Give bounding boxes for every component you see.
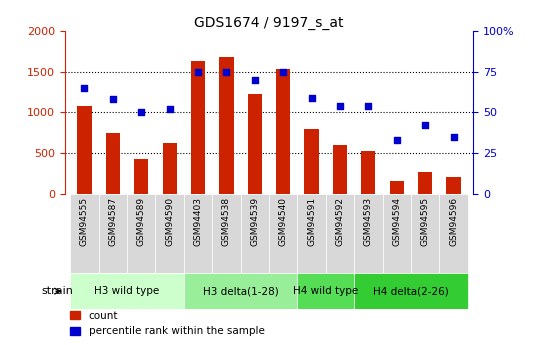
Bar <box>333 145 347 194</box>
Point <box>393 137 401 143</box>
Bar <box>298 273 354 309</box>
Point <box>449 134 458 139</box>
Point <box>421 122 429 128</box>
Text: GSM94539: GSM94539 <box>250 197 259 246</box>
Bar <box>362 150 376 194</box>
Text: GSM94587: GSM94587 <box>108 197 117 246</box>
Bar <box>298 194 326 273</box>
Bar <box>326 194 354 273</box>
Text: GSM94589: GSM94589 <box>137 197 146 246</box>
Text: GSM94555: GSM94555 <box>80 197 89 246</box>
Bar <box>440 194 468 273</box>
Point <box>251 77 259 82</box>
Bar <box>447 177 461 194</box>
Text: GSM94592: GSM94592 <box>336 197 344 246</box>
Text: H3 wild type: H3 wild type <box>94 286 160 296</box>
Bar <box>276 69 291 194</box>
Point <box>364 103 373 109</box>
Text: strain: strain <box>42 286 74 296</box>
Bar <box>383 194 411 273</box>
Bar <box>70 194 98 273</box>
Text: H4 wild type: H4 wild type <box>293 286 358 296</box>
Bar <box>184 273 298 309</box>
Text: GSM94595: GSM94595 <box>421 197 430 246</box>
Bar <box>127 194 155 273</box>
Text: GSM94403: GSM94403 <box>194 197 202 246</box>
Bar <box>98 194 127 273</box>
Legend: count, percentile rank within the sample: count, percentile rank within the sample <box>70 311 264 336</box>
Bar <box>155 194 184 273</box>
Title: GDS1674 / 9197_s_at: GDS1674 / 9197_s_at <box>194 16 344 30</box>
Point <box>279 69 287 75</box>
Text: GSM94596: GSM94596 <box>449 197 458 246</box>
Bar <box>247 95 262 194</box>
Point <box>307 95 316 100</box>
Bar <box>191 61 205 194</box>
Bar <box>390 180 404 194</box>
Point <box>336 103 344 109</box>
Bar <box>354 273 468 309</box>
Bar <box>212 194 240 273</box>
Bar <box>184 194 212 273</box>
Bar <box>305 129 318 194</box>
Bar <box>240 194 269 273</box>
Bar <box>418 172 432 194</box>
Text: H4 delta(2-26): H4 delta(2-26) <box>373 286 449 296</box>
Text: GSM94540: GSM94540 <box>279 197 288 246</box>
Point <box>194 69 202 75</box>
Text: GSM94590: GSM94590 <box>165 197 174 246</box>
Text: GSM94594: GSM94594 <box>392 197 401 246</box>
Point <box>222 69 231 75</box>
Point <box>165 106 174 112</box>
Text: GSM94593: GSM94593 <box>364 197 373 246</box>
Text: GSM94591: GSM94591 <box>307 197 316 246</box>
Bar <box>220 57 233 194</box>
Point <box>109 97 117 102</box>
Point <box>137 110 145 115</box>
Text: GSM94538: GSM94538 <box>222 197 231 246</box>
Bar <box>162 143 176 194</box>
Bar <box>77 106 91 194</box>
Bar <box>269 194 298 273</box>
Text: H3 delta(1-28): H3 delta(1-28) <box>203 286 279 296</box>
Bar <box>134 159 148 194</box>
Bar <box>70 273 184 309</box>
Point <box>80 85 89 91</box>
Bar <box>106 132 120 194</box>
Bar <box>354 194 383 273</box>
Bar <box>411 194 440 273</box>
